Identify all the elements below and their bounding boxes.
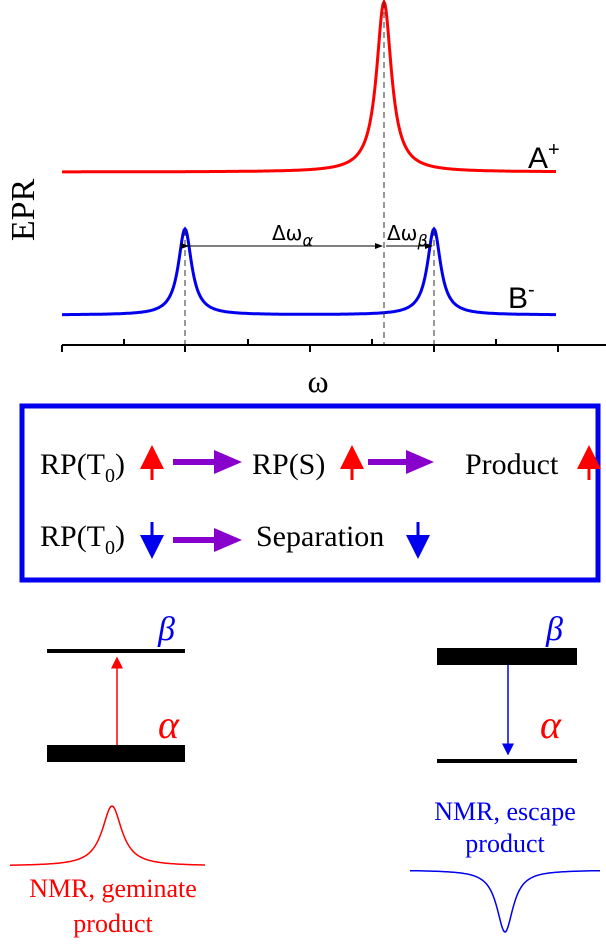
scheme-box: [19, 403, 601, 583]
alpha-level: [47, 745, 185, 762]
svg-text:RP(S): RP(S): [252, 448, 325, 481]
nmr-geminate-label-1: NMR, geminate: [29, 874, 197, 903]
svg-text:Separation: Separation: [256, 520, 384, 553]
nmr-escape-label-1: NMR, escape: [434, 797, 576, 826]
svg-text:β: β: [545, 611, 563, 648]
reaction-arrowhead: [214, 450, 242, 474]
dashed-guides: [184, 2, 435, 345]
x-axis: [61, 339, 606, 352]
reaction-arrowhead: [406, 450, 434, 474]
svg-text:RP(T0): RP(T0): [40, 520, 125, 559]
svg-text:RP(T0): RP(T0): [40, 448, 125, 487]
epr-b-minus-curve: [62, 226, 556, 317]
levels-escape: β α: [437, 611, 577, 763]
nmr-escape-curve: [410, 869, 600, 933]
delta-omega-alpha: Δωα: [272, 221, 313, 250]
label-b-minus: B-: [508, 279, 535, 315]
scheme-row-2: RP(T0) Separation: [40, 520, 430, 559]
nmr-geminate-label-2: product: [73, 909, 153, 938]
x-axis-label: ω: [307, 363, 328, 399]
svg-text:Product: Product: [465, 448, 559, 481]
epr-axis-label: EPR: [5, 179, 42, 242]
levels-geminate: β α: [47, 611, 185, 762]
nmr-geminate-curve: [10, 805, 205, 866]
label-a-plus: A+: [528, 139, 560, 175]
reaction-arrowhead: [214, 528, 242, 552]
beta-level: [437, 648, 577, 665]
delta-omega-beta: Δωβ: [387, 221, 428, 250]
svg-text:α: α: [540, 702, 562, 747]
svg-text:α: α: [158, 702, 180, 747]
svg-text:β: β: [157, 611, 175, 648]
scheme-row-1: RP(T0) RP(S) Product: [40, 445, 601, 487]
epr-a-plus-curve: [62, 0, 556, 174]
nmr-escape-label-2: product: [465, 829, 545, 858]
